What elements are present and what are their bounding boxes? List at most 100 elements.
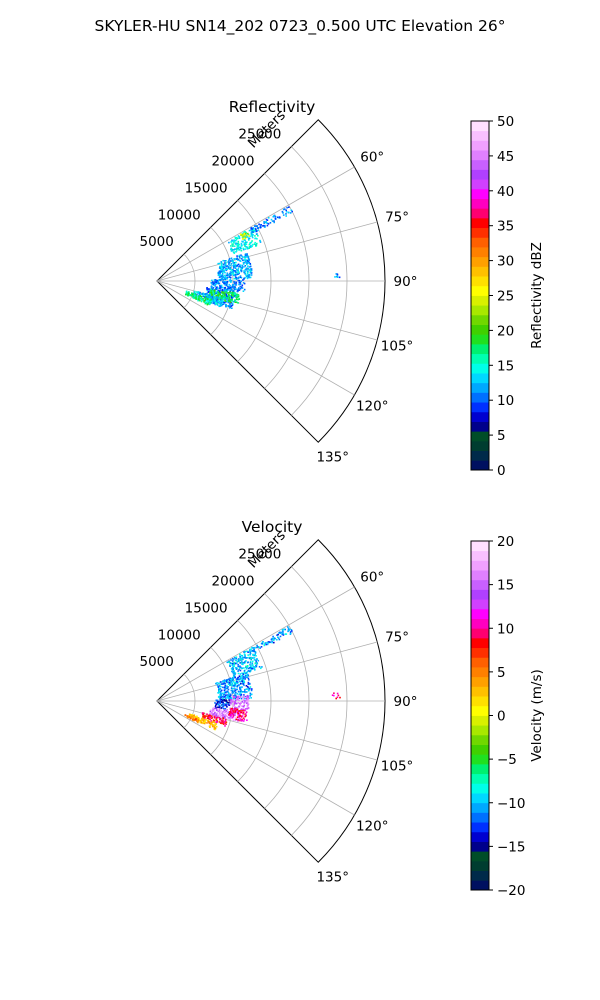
echo-gate <box>237 294 240 297</box>
echo-gate <box>206 287 208 289</box>
echo-gate <box>194 293 197 296</box>
echo-gate <box>188 294 191 297</box>
echo-gate <box>225 290 227 293</box>
echo-gate <box>254 225 257 227</box>
echo-gate <box>226 287 229 290</box>
echo-gate <box>248 262 250 264</box>
echo-gate <box>204 720 206 722</box>
echo-gate <box>252 650 255 652</box>
echo-gate <box>242 698 245 700</box>
echo-gate <box>239 657 242 659</box>
echo-gate <box>226 706 228 708</box>
echo-gate <box>236 682 239 685</box>
echo-gate <box>250 227 252 229</box>
echo-gate <box>229 299 232 302</box>
echo-gate <box>226 292 229 294</box>
echo-gate <box>228 279 231 282</box>
echo-gate <box>285 633 288 635</box>
echo-gate <box>246 270 249 273</box>
echo-gate <box>222 263 225 266</box>
echo-gate <box>204 721 207 724</box>
echo-gate <box>236 269 238 271</box>
echo-gate <box>246 707 248 710</box>
echo-gate <box>211 281 214 283</box>
echo-gate <box>213 302 215 304</box>
colorbar-segment <box>471 440 489 452</box>
echo-gate <box>185 293 188 296</box>
echo-gate <box>224 286 226 289</box>
echo-gate <box>209 290 211 292</box>
echo-gate <box>225 699 227 701</box>
echo-gate <box>227 683 230 685</box>
colorbar-tick-label: 15 <box>497 578 514 594</box>
echo-gate <box>247 689 250 692</box>
echo-gate <box>217 274 220 276</box>
echo-gate <box>256 242 258 245</box>
echo-gate <box>282 634 285 636</box>
echo-gate <box>229 287 232 289</box>
echo-gate <box>244 256 247 259</box>
echo-gate <box>249 268 252 270</box>
echo-gate <box>196 291 198 293</box>
colorbar-segment <box>471 812 489 823</box>
echo-gate <box>216 717 218 719</box>
echo-gate <box>254 237 257 239</box>
echo-gate <box>282 208 285 211</box>
echo-gate <box>216 708 218 710</box>
azimuth-spoke <box>156 700 355 816</box>
echo-gate <box>216 282 218 284</box>
echo-gate <box>221 692 224 695</box>
echo-gate <box>244 696 247 699</box>
echo-gate <box>216 712 218 715</box>
echo-gate <box>264 642 267 644</box>
echo-gate <box>216 702 219 705</box>
colorbar: 0 5 10 15 20 25 30 35 40 45 50 Reflectivity dBZ <box>470 114 545 479</box>
echo-gate <box>250 274 253 276</box>
echo-gate <box>239 265 241 268</box>
azimuth-tick-label: 75° <box>385 210 409 226</box>
echo-gate <box>257 227 259 229</box>
echo-gate <box>228 283 231 286</box>
echo-gate <box>234 288 237 290</box>
echo-gate <box>218 710 221 713</box>
echo-gate <box>244 254 247 256</box>
echo-gate <box>217 293 220 295</box>
echo-gate <box>239 669 242 672</box>
echo-gate <box>214 303 217 306</box>
echo-gate <box>264 224 266 227</box>
echo-gate <box>247 661 249 663</box>
echo-gate <box>215 703 218 706</box>
echo-gate <box>224 688 227 690</box>
echo-gate <box>236 688 238 691</box>
echo-gate <box>229 662 232 665</box>
echo-gate <box>187 715 190 717</box>
echo-gate <box>235 250 238 252</box>
echo-gate <box>224 684 227 687</box>
echo-gate <box>238 696 241 698</box>
echo-gate <box>221 695 224 698</box>
echo-gate <box>230 294 233 296</box>
echo-gate <box>248 657 251 660</box>
echo-gate <box>207 288 210 290</box>
echo-gate <box>245 711 248 713</box>
echo-gate <box>227 261 230 264</box>
colorbar-segment <box>471 208 489 219</box>
echo-gate <box>240 682 242 685</box>
colorbar-segment <box>471 373 489 384</box>
echo-gate <box>217 710 220 713</box>
echo-gate <box>217 682 220 685</box>
echo-gate <box>221 269 223 271</box>
echo-gate <box>218 274 221 277</box>
echo-gate <box>241 240 243 243</box>
echo-gate <box>239 667 241 669</box>
echo-gate <box>256 238 258 240</box>
echo-gate <box>218 298 221 300</box>
echo-gate <box>222 703 224 705</box>
echo-gate <box>224 714 226 716</box>
echo-gate <box>331 694 334 696</box>
echo-gate <box>213 289 216 292</box>
echo-gate <box>212 282 215 285</box>
echo-gate <box>232 243 234 246</box>
echo-gate <box>230 302 233 304</box>
echo-gate <box>233 245 236 247</box>
